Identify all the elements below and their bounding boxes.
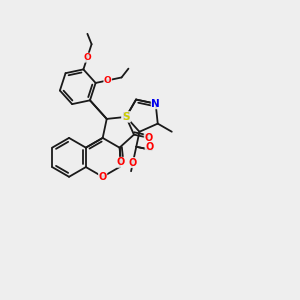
Text: O: O	[83, 53, 91, 62]
Text: O: O	[104, 76, 112, 85]
Text: N: N	[122, 112, 130, 122]
Text: O: O	[99, 172, 107, 182]
Text: O: O	[117, 157, 125, 167]
Text: S: S	[122, 112, 130, 122]
Text: O: O	[145, 142, 153, 152]
Text: N: N	[151, 99, 160, 109]
Text: O: O	[144, 133, 152, 143]
Text: O: O	[129, 158, 137, 168]
